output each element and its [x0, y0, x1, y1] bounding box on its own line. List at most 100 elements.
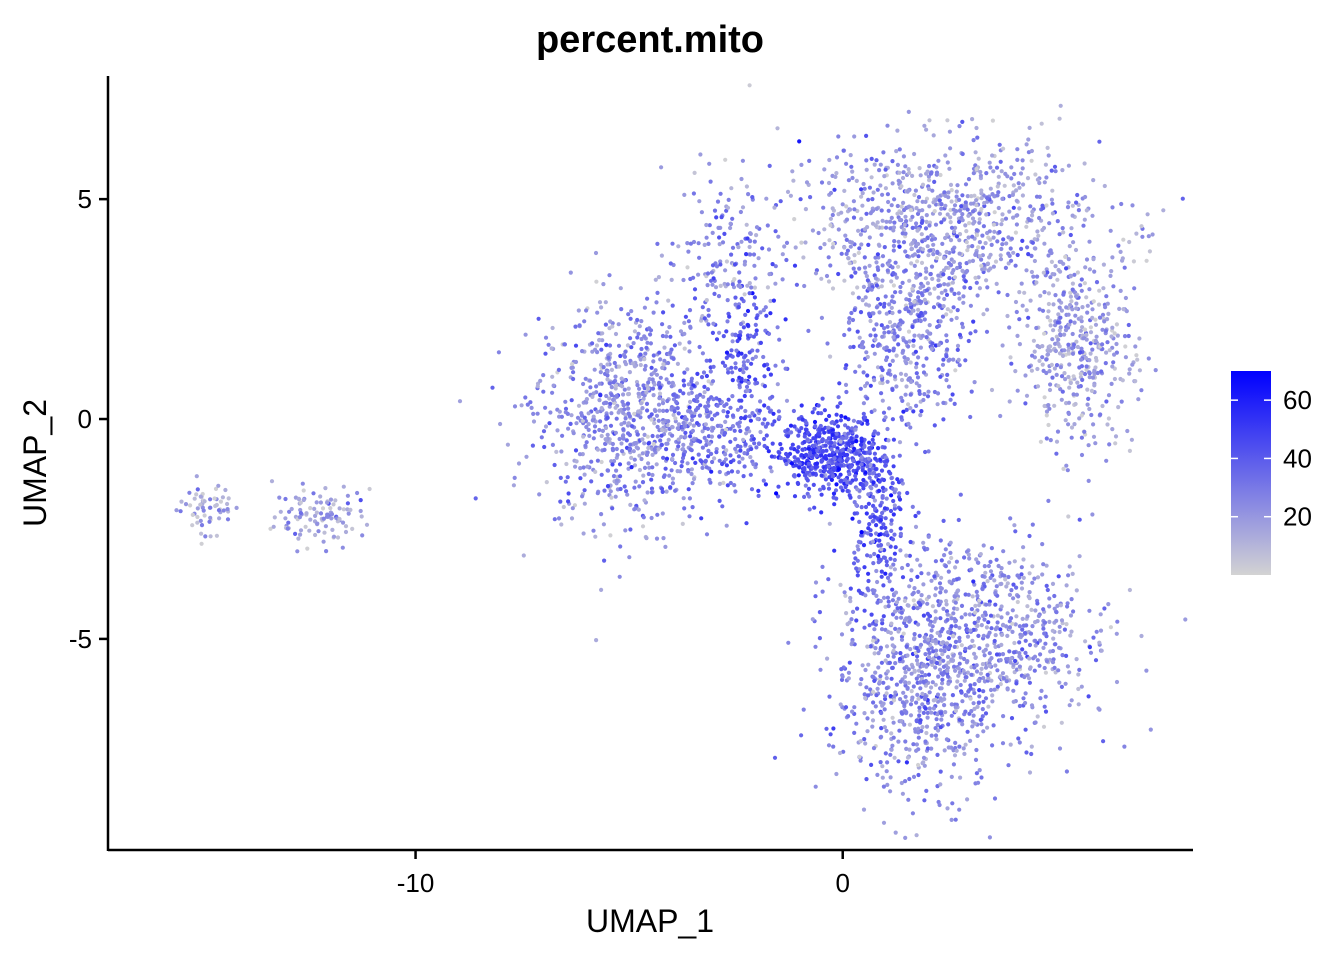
data-point	[587, 378, 593, 383]
data-point	[893, 260, 898, 265]
data-point	[956, 357, 961, 362]
data-point	[341, 484, 346, 489]
data-point	[859, 341, 865, 347]
data-point	[981, 675, 986, 681]
data-point	[942, 255, 947, 261]
data-point	[954, 315, 959, 321]
data-point	[1074, 657, 1079, 662]
data-point	[1028, 204, 1033, 209]
data-point	[1122, 744, 1127, 749]
data-point	[1084, 208, 1089, 213]
data-point	[871, 518, 876, 524]
data-point	[942, 649, 947, 654]
data-point	[862, 608, 867, 613]
data-point	[940, 241, 945, 246]
data-point	[661, 310, 666, 315]
data-point	[871, 700, 876, 705]
data-point	[788, 193, 794, 198]
data-point	[593, 347, 598, 352]
data-point	[984, 625, 990, 630]
data-point	[946, 384, 952, 389]
data-point	[687, 421, 693, 426]
data-point	[1082, 217, 1087, 222]
data-point	[682, 506, 687, 511]
data-point	[873, 223, 878, 228]
data-point	[656, 275, 662, 280]
data-point	[767, 409, 773, 414]
data-point	[940, 652, 945, 657]
data-point	[668, 334, 673, 339]
data-point	[543, 335, 549, 340]
data-point	[688, 325, 693, 330]
data-point	[952, 229, 957, 234]
data-point	[862, 255, 867, 260]
data-point	[846, 676, 851, 681]
data-point	[935, 722, 940, 728]
data-point	[523, 395, 528, 400]
data-point	[791, 408, 797, 414]
data-point	[921, 760, 926, 765]
data-point	[617, 364, 622, 369]
data-point	[1099, 369, 1104, 374]
data-point	[762, 436, 767, 442]
data-point	[963, 742, 968, 747]
data-point	[905, 685, 910, 690]
data-point	[874, 531, 879, 536]
data-point	[980, 245, 986, 250]
data-point	[944, 354, 949, 359]
chart-title: percent.mito	[536, 19, 764, 61]
data-point	[920, 725, 925, 730]
data-point	[892, 506, 898, 511]
data-point	[313, 532, 318, 538]
data-point	[343, 524, 349, 529]
data-point	[605, 377, 610, 382]
data-point	[826, 255, 831, 260]
data-point	[873, 467, 878, 472]
data-point	[995, 239, 1000, 244]
data-point	[836, 227, 841, 232]
data-point	[1123, 344, 1128, 349]
data-point	[707, 477, 712, 482]
data-point	[929, 170, 934, 175]
data-point	[1000, 212, 1005, 217]
data-point	[754, 445, 759, 450]
data-point	[981, 543, 986, 548]
data-point	[1109, 334, 1114, 339]
data-point	[1076, 384, 1081, 389]
data-point	[805, 437, 810, 442]
data-point	[1044, 436, 1049, 441]
data-point	[1105, 340, 1110, 345]
data-point	[1016, 181, 1021, 186]
data-point	[799, 453, 804, 458]
data-point	[662, 358, 667, 363]
data-point	[1127, 448, 1132, 453]
data-point	[991, 235, 996, 240]
data-point	[890, 181, 895, 186]
data-point	[580, 418, 586, 423]
data-point	[627, 555, 632, 560]
data-point	[805, 430, 811, 435]
data-point	[926, 186, 932, 192]
data-point	[875, 579, 880, 585]
data-point	[915, 259, 920, 264]
data-point	[875, 220, 880, 225]
data-point	[728, 221, 733, 226]
data-point	[1040, 344, 1045, 349]
data-point	[1009, 588, 1014, 593]
data-point	[867, 263, 872, 268]
data-point	[963, 646, 968, 651]
data-point	[688, 399, 693, 404]
data-point	[1000, 741, 1006, 746]
data-point	[987, 835, 993, 840]
data-point	[895, 606, 900, 611]
data-point	[977, 694, 982, 699]
data-point	[910, 695, 915, 700]
data-point	[977, 688, 982, 693]
data-point	[642, 465, 648, 470]
data-point	[198, 502, 203, 507]
data-point	[874, 593, 879, 599]
data-point	[888, 694, 893, 699]
data-point	[962, 751, 967, 757]
data-point	[945, 232, 950, 237]
data-point	[1123, 355, 1128, 360]
